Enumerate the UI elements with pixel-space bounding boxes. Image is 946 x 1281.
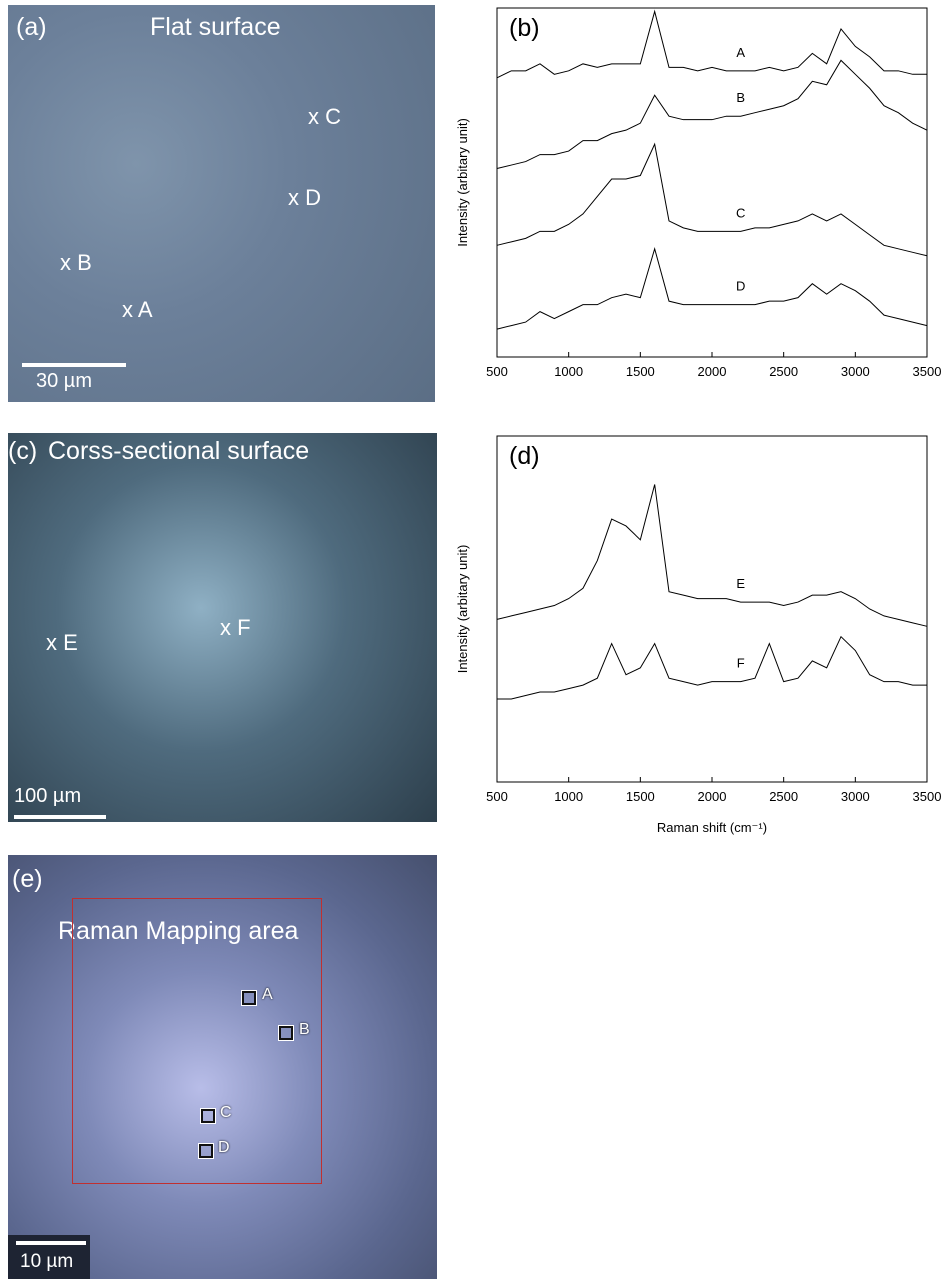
x-tick-label: 1500 bbox=[626, 364, 655, 379]
figure: (a) Flat surface x A x B x C x D 30 µm (… bbox=[0, 0, 946, 1281]
series-label: E bbox=[736, 576, 745, 591]
spectrum bbox=[497, 11, 927, 77]
series-label: F bbox=[737, 656, 745, 671]
plot-frame bbox=[497, 436, 927, 782]
spectrum bbox=[497, 637, 927, 699]
spectrum bbox=[497, 60, 927, 168]
x-tick-label: 3500 bbox=[913, 364, 942, 379]
x-axis-title: Raman shift (cm⁻¹) bbox=[657, 820, 767, 835]
charts: 500 1000 1500 2000 2500 3000 3500 (b) Intensity … bbox=[0, 0, 946, 1281]
x-tick-label: 3500 bbox=[913, 789, 942, 804]
series-label: C bbox=[736, 205, 745, 220]
x-tick-label: 1000 bbox=[554, 789, 583, 804]
x-tick-label: 500 bbox=[486, 364, 508, 379]
x-tick-label: 2000 bbox=[698, 789, 727, 804]
series-label: D bbox=[736, 279, 745, 294]
y-axis-title: Intensity (arbitary unit) bbox=[455, 545, 470, 674]
spectrum bbox=[497, 144, 927, 256]
x-tick-label: 3000 bbox=[841, 364, 870, 379]
series-label: A bbox=[736, 45, 745, 60]
panel-label: (d) bbox=[509, 442, 540, 470]
x-tick-label: 1000 bbox=[554, 364, 583, 379]
y-axis-title: Intensity (arbitary unit) bbox=[455, 118, 470, 247]
x-tick-label: 2000 bbox=[698, 364, 727, 379]
x-tick-label: 2500 bbox=[769, 364, 798, 379]
x-tick-label: 500 bbox=[486, 789, 508, 804]
series-label: B bbox=[736, 90, 745, 105]
spectrum bbox=[497, 249, 927, 329]
panel-label: (b) bbox=[509, 14, 540, 42]
spectrum bbox=[497, 484, 927, 626]
x-tick-label: 1500 bbox=[626, 789, 655, 804]
x-tick-label: 3000 bbox=[841, 789, 870, 804]
x-tick-label: 2500 bbox=[769, 789, 798, 804]
